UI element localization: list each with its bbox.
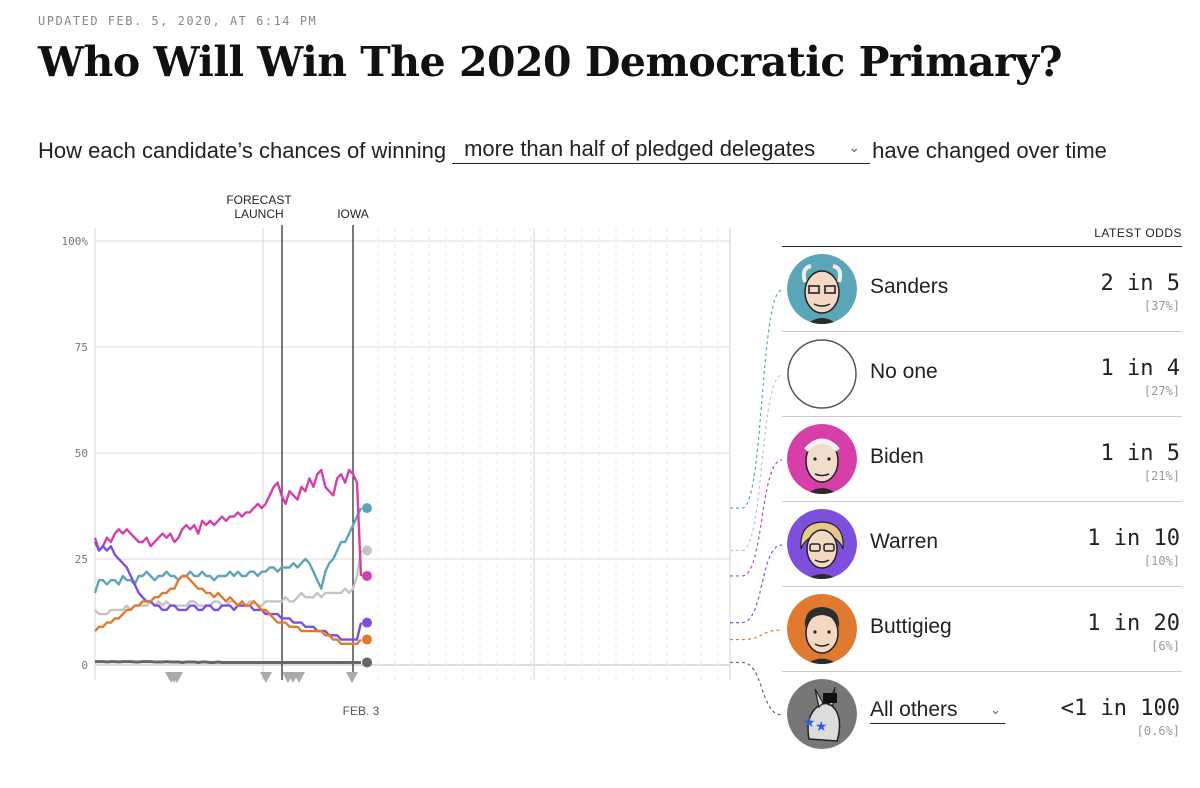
page-title: Who Will Win The 2020 Democratic Primary… <box>38 38 1063 86</box>
candidate-percent: [27%] <box>1143 384 1180 398</box>
series-end-dot <box>362 634 372 645</box>
legend-connector <box>730 289 782 509</box>
y-tick-label: 25 <box>75 553 88 566</box>
series-end-dot <box>362 570 372 581</box>
chart-subtitle: How each candidate’s chances of winning … <box>38 136 1107 164</box>
empty-circle-icon <box>787 339 857 409</box>
warren-portrait-icon <box>787 509 857 579</box>
candidate-row-biden[interactable]: Biden 1 in 5 [21%] <box>782 417 1182 502</box>
latest-odds-panel: LATEST ODDS Sanders 2 in 5 [37%] No one … <box>782 226 1182 756</box>
legend-connector <box>730 544 782 624</box>
y-tick-label: 0 <box>81 659 88 672</box>
candidate-odds: 1 in 5 <box>1100 441 1180 466</box>
series-end-dot <box>362 503 372 514</box>
candidate-percent: [10%] <box>1143 554 1180 568</box>
event-marker-label: IOWA <box>337 207 369 221</box>
legend-connector <box>730 459 782 577</box>
x-tick-label-feb3: FEB. 3 <box>343 704 380 718</box>
series-end-dot <box>362 545 372 556</box>
svg-text:★: ★ <box>815 718 828 734</box>
candidate-row-all-others[interactable]: ★ ★ All others ⌄ <1 in 100 [0.6%] <box>782 672 1182 756</box>
biden-portrait-icon <box>787 424 857 494</box>
candidate-name: Biden <box>870 445 924 468</box>
svg-text:★: ★ <box>803 714 816 730</box>
updated-timestamp: UPDATED FEB. 5, 2020, AT 6:14 PM <box>38 14 318 28</box>
candidate-percent: [6%] <box>1151 639 1180 653</box>
series-line-sanders <box>93 507 363 594</box>
latest-odds-header: LATEST ODDS <box>782 226 1182 247</box>
candidate-odds: 1 in 10 <box>1087 526 1180 551</box>
candidate-odds: 1 in 20 <box>1087 611 1180 636</box>
candidate-name: Warren <box>870 530 939 553</box>
candidate-row-no-one[interactable]: No one 1 in 4 [27%] <box>782 332 1182 417</box>
candidate-odds: 2 in 5 <box>1100 271 1180 296</box>
candidate-name: Buttigieg <box>870 615 952 638</box>
y-tick-label: 100% <box>62 235 89 248</box>
legend-connectors <box>730 289 782 716</box>
candidate-percent: [21%] <box>1143 469 1180 483</box>
series-end-dot <box>362 657 372 668</box>
y-tick-label: 50 <box>75 447 88 460</box>
candidate-odds: <1 in 100 <box>1060 696 1180 721</box>
series-line-buttigieg <box>94 574 362 645</box>
buttigieg-portrait-icon <box>787 594 857 664</box>
series-line-warren <box>93 541 363 641</box>
candidate-row-sanders[interactable]: Sanders 2 in 5 [37%] <box>782 247 1182 332</box>
event-triangles <box>165 672 358 683</box>
metric-dropdown[interactable]: more than half of pledged delegates ⌄ <box>452 136 871 164</box>
all-others-dropdown[interactable]: All others ⌄ <box>870 698 1005 724</box>
series-line-all-others <box>95 660 361 664</box>
candidate-row-warren[interactable]: Warren 1 in 10 [10%] <box>782 502 1182 587</box>
all-others-dropdown-label: All others <box>870 698 958 721</box>
candidate-name: Sanders <box>870 275 949 298</box>
subtitle-tail-text: have changed over time <box>872 138 1107 163</box>
candidate-odds: 1 in 4 <box>1100 356 1180 381</box>
donkey-icon: ★ ★ <box>787 679 857 749</box>
event-marker-label: LAUNCH <box>234 207 283 221</box>
candidate-percent: [37%] <box>1143 299 1180 313</box>
y-tick-label: 75 <box>75 341 88 354</box>
series-line-biden <box>93 468 363 577</box>
legend-connector <box>730 661 782 716</box>
candidate-row-buttigieg[interactable]: Buttigieg 1 in 20 [6%] <box>782 587 1182 672</box>
event-triangle <box>346 672 358 683</box>
event-triangle <box>260 672 272 683</box>
event-marker-label: FORECAST <box>226 193 292 207</box>
sanders-portrait-icon <box>787 254 857 324</box>
chevron-down-icon: ⌄ <box>990 702 1001 717</box>
series-lines <box>93 468 372 668</box>
y-axis-ticks: 0 25 50 75 100% <box>62 235 89 672</box>
metric-dropdown-value: more than half of pledged delegates <box>464 136 816 161</box>
event-triangle <box>171 672 183 683</box>
subtitle-lead-text: How each candidate’s chances of winning <box>38 138 447 163</box>
series-end-dot <box>362 617 372 628</box>
event-triangle <box>293 672 305 683</box>
chevron-down-icon: ⌄ <box>848 139 861 155</box>
legend-connector <box>730 629 782 641</box>
candidate-name: No one <box>870 360 938 383</box>
chart-grid <box>94 228 731 680</box>
candidate-percent: [0.6%] <box>1136 724 1180 738</box>
